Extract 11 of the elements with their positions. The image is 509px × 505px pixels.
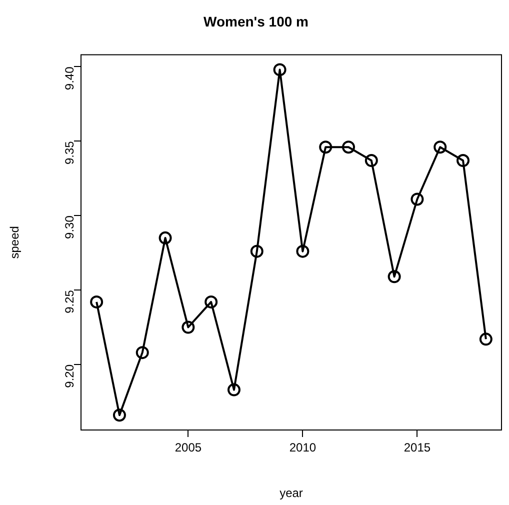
x-axis-title: year — [280, 486, 303, 500]
x-tick-label: 2010 — [289, 440, 316, 455]
y-tick-label: 9.25 — [62, 290, 76, 314]
x-tick-label: 2015 — [404, 440, 431, 455]
chart-title: Women's 100 m — [204, 13, 308, 30]
y-axis-title: speed — [8, 226, 22, 259]
y-tick-label: 9.20 — [62, 364, 76, 388]
x-tick-label: 2005 — [174, 440, 202, 455]
y-tick-label: 9.30 — [62, 215, 76, 239]
y-tick-label: 9.35 — [62, 140, 76, 165]
y-tick-label: 9.40 — [62, 66, 76, 90]
